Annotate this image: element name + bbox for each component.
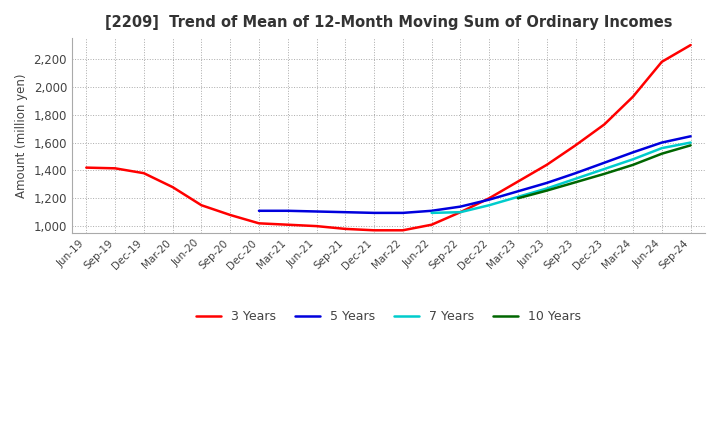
7 Years bbox=[686, 140, 695, 145]
3 Years bbox=[571, 143, 580, 148]
10 Years bbox=[657, 151, 666, 156]
7 Years bbox=[427, 210, 436, 216]
7 Years bbox=[600, 166, 608, 172]
Y-axis label: Amount (million yen): Amount (million yen) bbox=[15, 73, 28, 198]
5 Years bbox=[284, 208, 292, 213]
5 Years bbox=[370, 210, 379, 216]
7 Years bbox=[542, 186, 551, 191]
3 Years bbox=[341, 226, 350, 231]
5 Years bbox=[341, 209, 350, 215]
Line: 10 Years: 10 Years bbox=[518, 145, 690, 198]
7 Years bbox=[629, 157, 637, 162]
5 Years bbox=[485, 197, 493, 202]
5 Years bbox=[456, 204, 464, 209]
3 Years bbox=[284, 222, 292, 227]
3 Years bbox=[111, 166, 120, 171]
3 Years bbox=[168, 184, 177, 190]
3 Years bbox=[370, 227, 379, 233]
5 Years bbox=[312, 209, 321, 214]
3 Years bbox=[427, 222, 436, 227]
3 Years bbox=[226, 213, 235, 218]
Title: [2209]  Trend of Mean of 12-Month Moving Sum of Ordinary Incomes: [2209] Trend of Mean of 12-Month Moving … bbox=[104, 15, 672, 30]
7 Years bbox=[571, 176, 580, 181]
10 Years bbox=[600, 171, 608, 176]
7 Years bbox=[456, 209, 464, 215]
3 Years bbox=[82, 165, 91, 170]
10 Years bbox=[629, 162, 637, 168]
5 Years bbox=[513, 189, 522, 194]
3 Years bbox=[629, 94, 637, 99]
Line: 7 Years: 7 Years bbox=[431, 143, 690, 213]
7 Years bbox=[485, 202, 493, 208]
5 Years bbox=[255, 208, 264, 213]
5 Years bbox=[600, 160, 608, 165]
3 Years bbox=[513, 179, 522, 184]
3 Years bbox=[456, 209, 464, 215]
3 Years bbox=[485, 196, 493, 201]
5 Years bbox=[571, 171, 580, 176]
3 Years bbox=[686, 42, 695, 48]
7 Years bbox=[513, 194, 522, 199]
Line: 3 Years: 3 Years bbox=[86, 45, 690, 230]
Line: 5 Years: 5 Years bbox=[259, 136, 690, 213]
3 Years bbox=[197, 202, 206, 208]
10 Years bbox=[513, 196, 522, 201]
5 Years bbox=[629, 150, 637, 155]
Legend: 3 Years, 5 Years, 7 Years, 10 Years: 3 Years, 5 Years, 7 Years, 10 Years bbox=[192, 305, 585, 328]
5 Years bbox=[686, 134, 695, 139]
10 Years bbox=[686, 143, 695, 148]
7 Years bbox=[657, 146, 666, 151]
3 Years bbox=[542, 162, 551, 168]
3 Years bbox=[140, 171, 148, 176]
10 Years bbox=[542, 188, 551, 193]
3 Years bbox=[600, 122, 608, 127]
5 Years bbox=[542, 180, 551, 186]
5 Years bbox=[427, 208, 436, 213]
3 Years bbox=[312, 224, 321, 229]
5 Years bbox=[657, 140, 666, 145]
5 Years bbox=[399, 210, 408, 216]
3 Years bbox=[657, 59, 666, 64]
3 Years bbox=[399, 227, 408, 233]
10 Years bbox=[571, 180, 580, 185]
3 Years bbox=[255, 221, 264, 226]
